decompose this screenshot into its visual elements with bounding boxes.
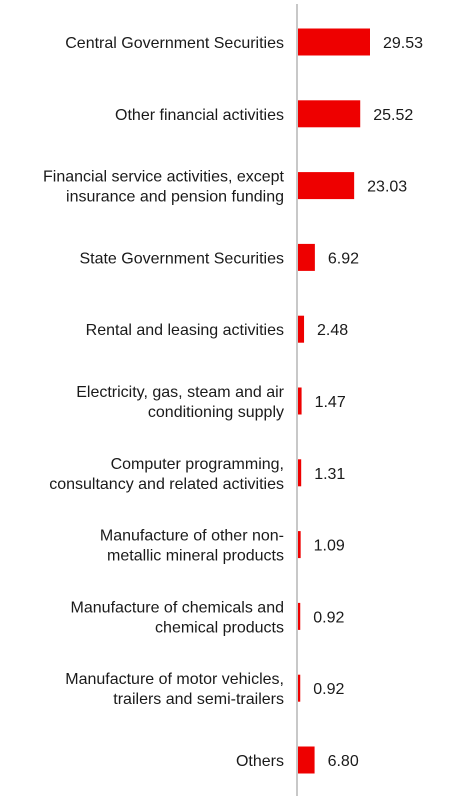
category-label: Manufacture of chemicals and bbox=[71, 599, 284, 616]
category-label: insurance and pension funding bbox=[66, 189, 284, 206]
data-label: 23.03 bbox=[367, 179, 407, 196]
bar bbox=[298, 387, 302, 415]
category-label: Manufacture of other non- bbox=[100, 528, 284, 545]
labels-layer: 29.53 Central Government Securities 25.52 O… bbox=[43, 35, 423, 770]
category-label: Financial service activities, except bbox=[43, 169, 285, 186]
category-label: consultancy and related activities bbox=[49, 476, 284, 493]
category-label: trailers and semi-trailers bbox=[113, 691, 284, 708]
bar bbox=[298, 459, 302, 487]
category-label: Computer programming, bbox=[111, 456, 284, 473]
category-label: State Government Securities bbox=[79, 250, 284, 267]
bar bbox=[298, 243, 315, 271]
category-label: chemical products bbox=[155, 619, 284, 636]
bar bbox=[298, 602, 301, 630]
data-label: 1.09 bbox=[314, 538, 345, 555]
data-label: 0.92 bbox=[313, 609, 344, 626]
category-label: Manufacture of motor vehicles, bbox=[65, 671, 284, 688]
category-label: Electricity, gas, steam and air bbox=[76, 384, 284, 401]
data-label: 6.80 bbox=[328, 753, 359, 770]
data-label: 25.52 bbox=[373, 107, 413, 124]
bar bbox=[298, 746, 315, 774]
bar bbox=[298, 100, 361, 128]
bars-layer bbox=[298, 28, 370, 774]
category-label: metallic mineral products bbox=[107, 548, 284, 565]
data-label: 6.92 bbox=[328, 250, 359, 267]
bar bbox=[298, 674, 301, 702]
data-label: 1.47 bbox=[315, 394, 346, 411]
data-label: 29.53 bbox=[383, 35, 423, 52]
category-label: conditioning supply bbox=[148, 404, 284, 421]
bar bbox=[298, 172, 355, 200]
data-label: 1.31 bbox=[314, 466, 345, 483]
category-label: Other financial activities bbox=[115, 107, 284, 124]
bar bbox=[298, 28, 370, 56]
data-label: 2.48 bbox=[317, 322, 348, 339]
category-label: Rental and leasing activities bbox=[86, 322, 284, 339]
category-label: Others bbox=[236, 753, 284, 770]
bar bbox=[298, 315, 305, 343]
bar bbox=[298, 531, 301, 559]
category-label: Central Government Securities bbox=[65, 35, 284, 52]
data-label: 0.92 bbox=[313, 681, 344, 698]
